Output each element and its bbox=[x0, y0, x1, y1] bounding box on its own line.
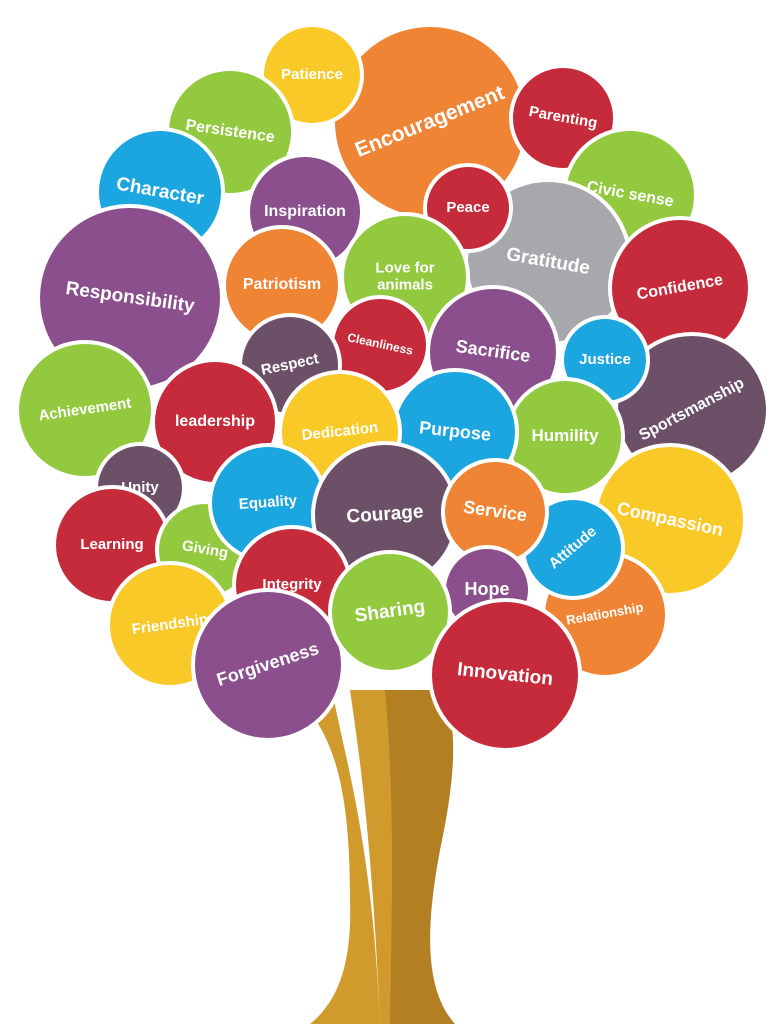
bubble-sharing: Sharing bbox=[328, 550, 452, 674]
bubble-patience: Patience bbox=[260, 23, 364, 127]
bubble-patriotism: Patriotism bbox=[222, 225, 342, 345]
value-bubbles: EncouragementPatiencePersistenceCharacte… bbox=[15, 23, 770, 752]
bubble-label-equality: Equality bbox=[238, 492, 298, 513]
bubble-attitude: Attitude bbox=[521, 496, 625, 600]
bubble-circle-sharing bbox=[328, 550, 452, 674]
trunk-light-side bbox=[300, 690, 380, 1024]
bubble-circle-forgiveness bbox=[191, 588, 345, 742]
bubble-circle-innovation bbox=[428, 598, 582, 752]
bubble-achievement: Achievement bbox=[15, 340, 155, 480]
bubble-label-patriotism: Patriotism bbox=[243, 276, 321, 293]
bubble-label-learning: Learning bbox=[80, 536, 143, 553]
bubble-forgiveness: Forgiveness bbox=[191, 588, 345, 742]
bubble-innovation: Innovation bbox=[428, 598, 582, 752]
bubble-circle-patience bbox=[260, 23, 364, 127]
bubble-label-humility: Humility bbox=[531, 426, 599, 445]
trunk-dark-side bbox=[385, 690, 455, 1024]
bubble-label-love-for-animals: Love for animals bbox=[375, 259, 434, 293]
bubble-cleanliness: Cleanliness bbox=[330, 295, 430, 395]
bubble-label-justice: Justice bbox=[579, 351, 631, 368]
bubble-label-leadership: leadership bbox=[175, 413, 255, 430]
bubble-service: Service bbox=[441, 458, 549, 566]
bubble-encouragement: Encouragement bbox=[331, 23, 529, 221]
bubble-label-patience: Patience bbox=[281, 66, 343, 83]
tree-trunk bbox=[300, 690, 455, 1024]
bubble-label-inspiration: Inspiration bbox=[264, 203, 346, 220]
bubble-label-hope: Hope bbox=[465, 579, 510, 599]
bubble-label-peace: Peace bbox=[446, 199, 489, 216]
